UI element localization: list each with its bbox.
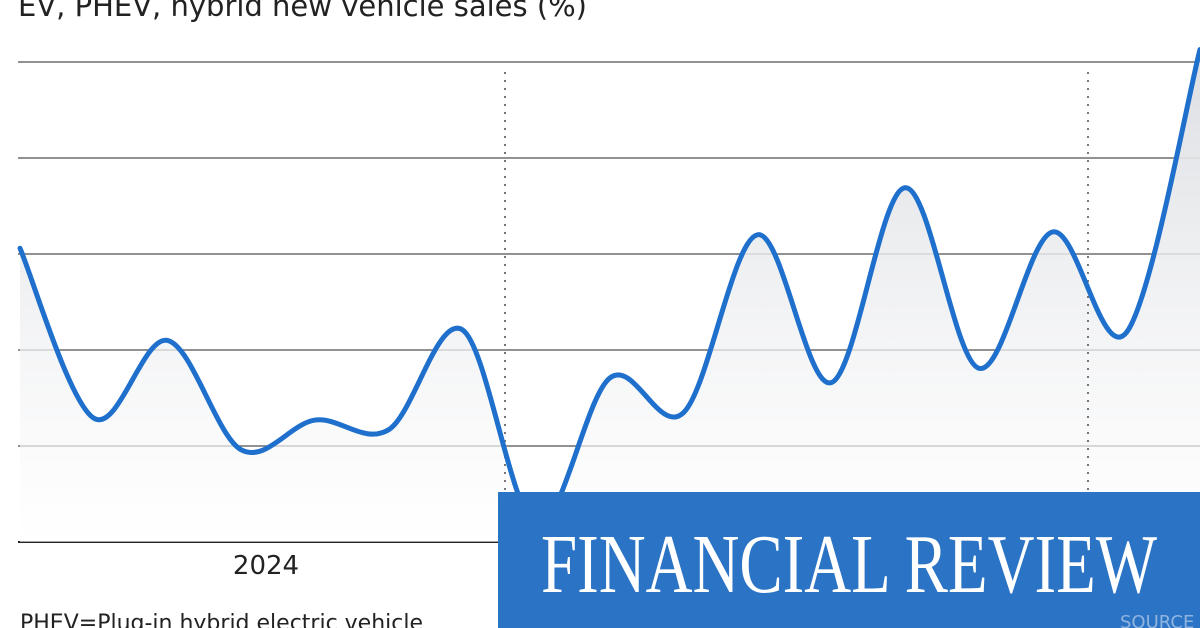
footnote: PHEV=Plug-in hybrid electric vehicle xyxy=(20,611,423,628)
banner xyxy=(498,492,1200,628)
line xyxy=(17,47,1200,528)
year-label: 2024 xyxy=(233,551,299,581)
chart-title: EV, PHEV, hybrid new vehicle sales (%) xyxy=(18,0,587,23)
banner-text: FINANCIAL REVIEW xyxy=(541,518,1158,611)
plot-front xyxy=(17,47,1200,528)
plot-background xyxy=(18,49,1200,543)
area xyxy=(20,49,1200,543)
source-label: SOURCE xyxy=(1120,612,1194,628)
